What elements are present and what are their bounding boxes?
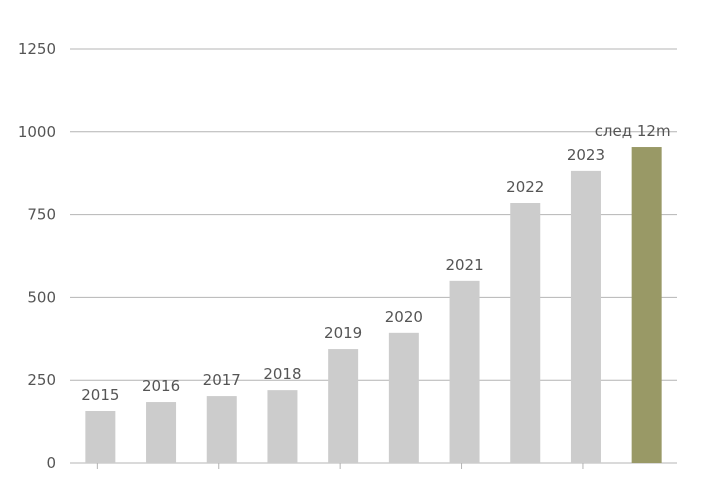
y-tick-label: 500 [27, 288, 56, 306]
bar [267, 390, 298, 463]
bar [449, 280, 480, 463]
y-tick-label: 0 [46, 454, 56, 472]
bar [85, 411, 116, 463]
bar [206, 396, 237, 463]
category-label: 2018 [263, 365, 301, 383]
y-tick-label: 1250 [18, 40, 56, 58]
y-tick-label: 1000 [18, 123, 56, 141]
bar [570, 170, 601, 464]
category-label: 2015 [81, 386, 119, 404]
category-label: 2019 [324, 324, 362, 342]
category-label: след 12m [595, 122, 671, 140]
category-label: 2023 [567, 146, 605, 164]
y-tick-label: 250 [27, 371, 56, 389]
category-label: 2020 [385, 308, 423, 326]
bar [146, 402, 177, 463]
bar [388, 332, 419, 463]
y-tick-label: 750 [27, 206, 56, 224]
category-label: 2022 [506, 178, 544, 196]
category-label: 2016 [142, 377, 180, 395]
bar [328, 349, 359, 463]
category-label: 2017 [203, 371, 241, 389]
category-label: 2021 [445, 256, 483, 274]
bar [510, 203, 541, 463]
bar [631, 147, 662, 463]
